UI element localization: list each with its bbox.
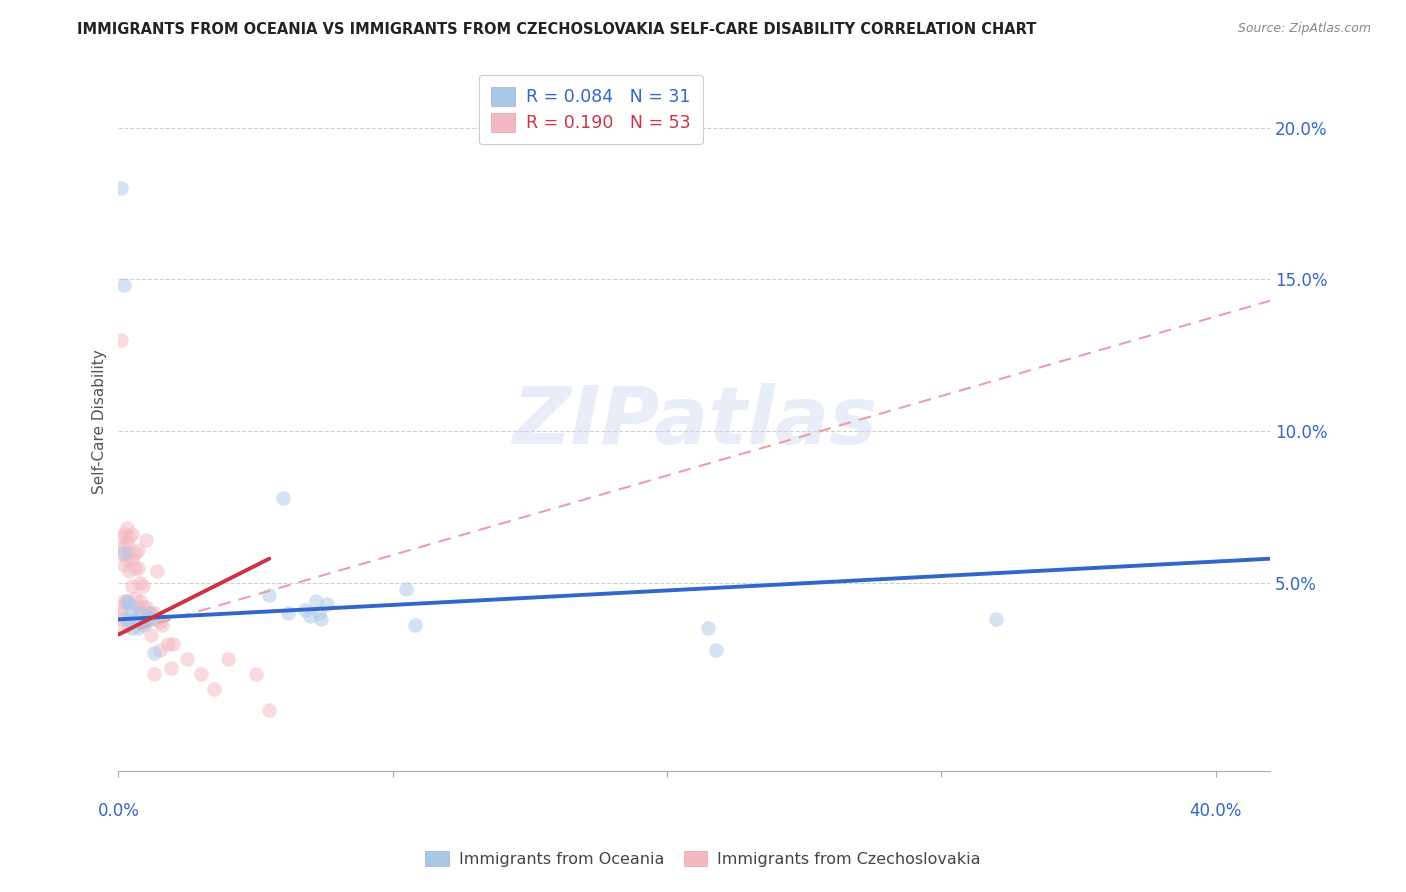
Point: [143, 646, 166, 660]
Point: [162, 637, 184, 651]
Point: [259, 588, 281, 602]
Point: [115, 551, 138, 566]
Point: [115, 536, 138, 550]
Text: 0.0%: 0.0%: [97, 802, 139, 820]
Point: [141, 627, 163, 641]
Point: [124, 561, 146, 575]
Point: [277, 607, 299, 621]
Point: [110, 530, 132, 544]
Point: [121, 551, 143, 566]
Point: [111, 612, 134, 626]
Point: [135, 615, 157, 630]
Point: [112, 546, 135, 560]
Point: [315, 597, 337, 611]
Point: [132, 579, 155, 593]
Point: [135, 533, 157, 548]
Point: [404, 618, 426, 632]
Legend: R = 0.084   N = 31, R = 0.190   N = 53: R = 0.084 N = 31, R = 0.190 N = 53: [479, 75, 703, 145]
Point: [129, 594, 152, 608]
Point: [127, 561, 149, 575]
Point: [124, 546, 146, 560]
Point: [121, 527, 143, 541]
Point: [143, 667, 166, 681]
Point: [299, 609, 322, 624]
Point: [138, 607, 160, 621]
Point: [110, 181, 132, 195]
Point: [124, 612, 146, 626]
Text: Source: ZipAtlas.com: Source: ZipAtlas.com: [1237, 22, 1371, 36]
Point: [271, 491, 294, 505]
Point: [115, 521, 138, 535]
Point: [141, 607, 163, 621]
Point: [118, 597, 141, 611]
Point: [108, 618, 131, 632]
Point: [204, 682, 226, 697]
Point: [149, 642, 172, 657]
Point: [127, 622, 149, 636]
Point: [245, 667, 267, 681]
Text: 40.0%: 40.0%: [1189, 802, 1241, 820]
Point: [112, 527, 135, 541]
Point: [112, 594, 135, 608]
Point: [110, 600, 132, 615]
Point: [121, 603, 143, 617]
Point: [127, 600, 149, 615]
Point: [129, 576, 152, 591]
Y-axis label: Self-Care Disability: Self-Care Disability: [93, 350, 107, 494]
Point: [110, 333, 132, 347]
Point: [112, 558, 135, 572]
Point: [135, 612, 157, 626]
Point: [118, 546, 141, 560]
Point: [149, 615, 172, 630]
Point: [132, 618, 155, 632]
Point: [190, 667, 212, 681]
Point: [146, 612, 169, 626]
Point: [141, 612, 163, 626]
Point: [112, 278, 135, 293]
Point: [176, 652, 198, 666]
Text: IMMIGRANTS FROM OCEANIA VS IMMIGRANTS FROM CZECHOSLOVAKIA SELF-CARE DISABILITY C: IMMIGRANTS FROM OCEANIA VS IMMIGRANTS FR…: [77, 22, 1036, 37]
Point: [294, 603, 316, 617]
Point: [108, 607, 131, 621]
Point: [156, 637, 179, 651]
Point: [146, 564, 169, 578]
Point: [115, 594, 138, 608]
Point: [124, 591, 146, 606]
Point: [150, 618, 173, 632]
Point: [143, 607, 166, 621]
Point: [121, 622, 143, 636]
Point: [118, 615, 141, 630]
Point: [132, 600, 155, 615]
Point: [311, 612, 333, 626]
Point: [697, 622, 720, 636]
Point: [115, 594, 138, 608]
Point: [259, 703, 281, 717]
Point: [395, 582, 418, 596]
Point: [110, 546, 132, 560]
Point: [138, 612, 160, 626]
Point: [127, 542, 149, 557]
Point: [704, 642, 727, 657]
Point: [217, 652, 239, 666]
Point: [112, 540, 135, 554]
Point: [984, 612, 1007, 626]
Point: [121, 579, 143, 593]
Legend: Immigrants from Oceania, Immigrants from Czechoslovakia: Immigrants from Oceania, Immigrants from…: [419, 845, 987, 873]
Point: [118, 564, 141, 578]
Point: [159, 661, 181, 675]
Point: [115, 612, 138, 626]
Point: [305, 594, 328, 608]
Point: [129, 607, 152, 621]
Point: [135, 600, 157, 615]
Point: [118, 530, 141, 544]
Text: ZIPatlas: ZIPatlas: [512, 383, 877, 461]
Point: [308, 607, 330, 621]
